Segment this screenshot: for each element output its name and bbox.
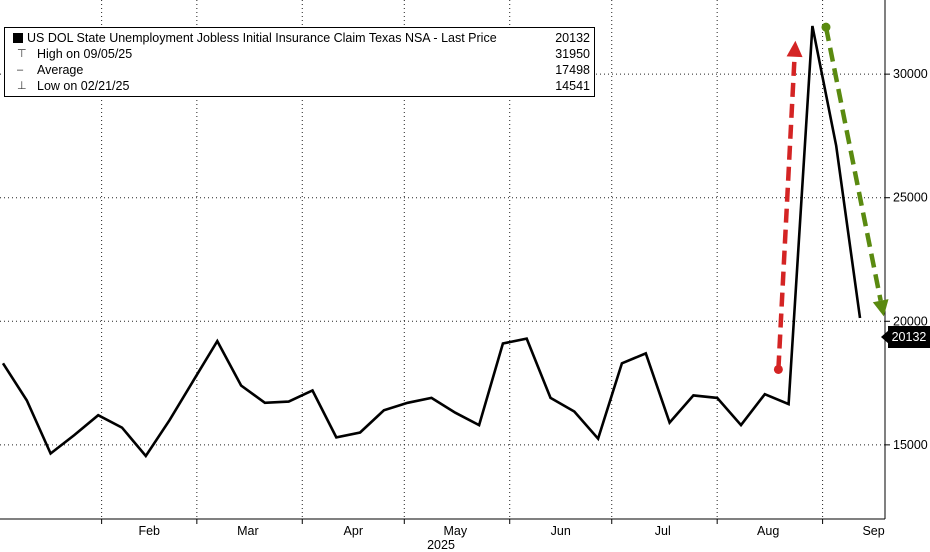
legend-last-price-value: 20132	[555, 31, 590, 45]
x-tick-label: Jul	[655, 524, 671, 538]
last-price-badge: 20132	[888, 326, 930, 348]
x-axis-title: 2025	[427, 538, 455, 552]
chart-legend: US DOL State Unemployment Jobless Initia…	[4, 27, 595, 97]
average-marker-icon: –	[17, 64, 24, 76]
x-tick-label: Sep	[862, 524, 884, 538]
low-marker-icon: ⊥	[17, 80, 27, 92]
axes	[0, 0, 890, 524]
series-swatch	[13, 33, 23, 43]
y-tick-label: 20000	[893, 314, 928, 328]
legend-high-value: 31950	[555, 47, 590, 61]
legend-row-last-price: US DOL State Unemployment Jobless Initia…	[5, 30, 594, 46]
legend-low-value: 14541	[555, 79, 590, 93]
decrease-arrow	[821, 22, 889, 317]
x-tick-labels: Feb Mar Apr May Jun Jul Aug Sep	[138, 524, 884, 538]
arrow-shaft	[823, 26, 883, 302]
legend-high-label: High on 09/05/25	[37, 47, 133, 61]
x-tick-label: Feb	[138, 524, 160, 538]
arrow-head	[786, 40, 803, 58]
legend-row-high: ⊤ High on 09/05/25 31950	[5, 46, 594, 62]
legend-row-average: – Average 17498	[5, 62, 594, 78]
legend-average-value: 17498	[555, 63, 590, 77]
legend-row-low: ⊥ Low on 02/21/25 14541	[5, 78, 594, 94]
arrow-shaft	[776, 56, 797, 370]
series-layer	[1, 25, 862, 459]
arrow-tail-dot	[821, 22, 831, 32]
x-tick-label: May	[443, 524, 467, 538]
annotation-arrows	[773, 22, 889, 374]
legend-low-label: Low on 02/21/25	[37, 79, 130, 93]
y-tick-label: 25000	[893, 191, 928, 205]
grid-lines	[0, 0, 885, 519]
series-line	[1, 25, 862, 459]
legend-title: US DOL State Unemployment Jobless Initia…	[27, 31, 497, 45]
x-tick-label: Jun	[551, 524, 571, 538]
legend-average-label: Average	[37, 63, 84, 77]
high-marker-icon: ⊤	[17, 48, 27, 60]
y-tick-label: 30000	[893, 67, 928, 81]
y-tick-label: 15000	[893, 438, 928, 452]
x-tick-label: Aug	[757, 524, 779, 538]
x-tick-label: Apr	[344, 524, 363, 538]
arrow-tail-dot	[773, 364, 783, 374]
last-price-pointer	[881, 330, 889, 344]
x-tick-label: Mar	[237, 524, 259, 538]
y-tick-labels: 15000 20000 25000 30000	[893, 67, 928, 452]
increase-arrow	[773, 40, 803, 374]
arrow-head	[872, 299, 889, 317]
